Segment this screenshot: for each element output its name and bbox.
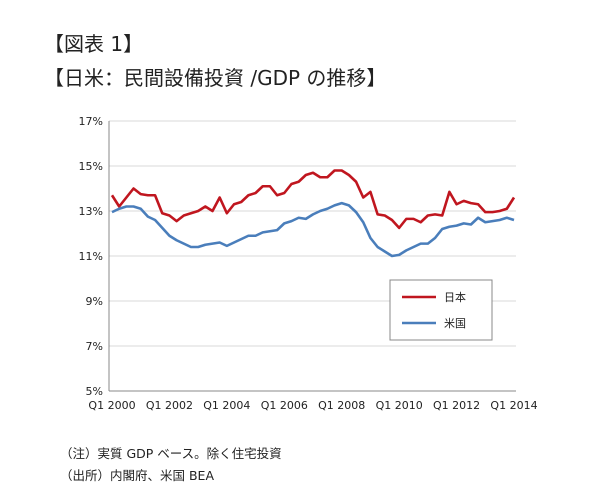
legend (389, 279, 493, 341)
source: （出所）内閣府、米国 BEA (60, 468, 214, 483)
series-line-us (111, 201, 515, 258)
y-tick-label: 5% (86, 385, 103, 398)
x-tick-label: Q1 2008 (318, 399, 365, 412)
x-tick-label: Q1 2010 (376, 399, 423, 412)
legend-label: 日本 (444, 290, 466, 304)
x-tick-label: Q1 2000 (88, 399, 135, 412)
y-tick-label: 15% (79, 160, 103, 173)
x-tick-label: Q1 2006 (261, 399, 308, 412)
legend-label: 米国 (444, 317, 466, 330)
series-line-japan (110, 169, 516, 230)
y-tick-label: 9% (86, 295, 103, 308)
figure-label: 【図表 1】 (44, 32, 144, 56)
x-tick-label: Q1 2014 (490, 399, 537, 412)
y-tick-label: 7% (86, 340, 103, 353)
note: （注）実質 GDP ベース。除く住宅投資 (60, 446, 282, 461)
x-tick-label: Q1 2004 (203, 399, 250, 412)
y-tick-label: 17% (79, 115, 103, 128)
x-tick-label: Q1 2002 (146, 399, 193, 412)
x-tick-label: Q1 2012 (433, 399, 480, 412)
chart-title: 【日米：民間設備投資 /GDP の推移】 (44, 66, 387, 90)
y-tick-label: 13% (79, 205, 103, 218)
y-tick-label: 11% (79, 250, 103, 263)
